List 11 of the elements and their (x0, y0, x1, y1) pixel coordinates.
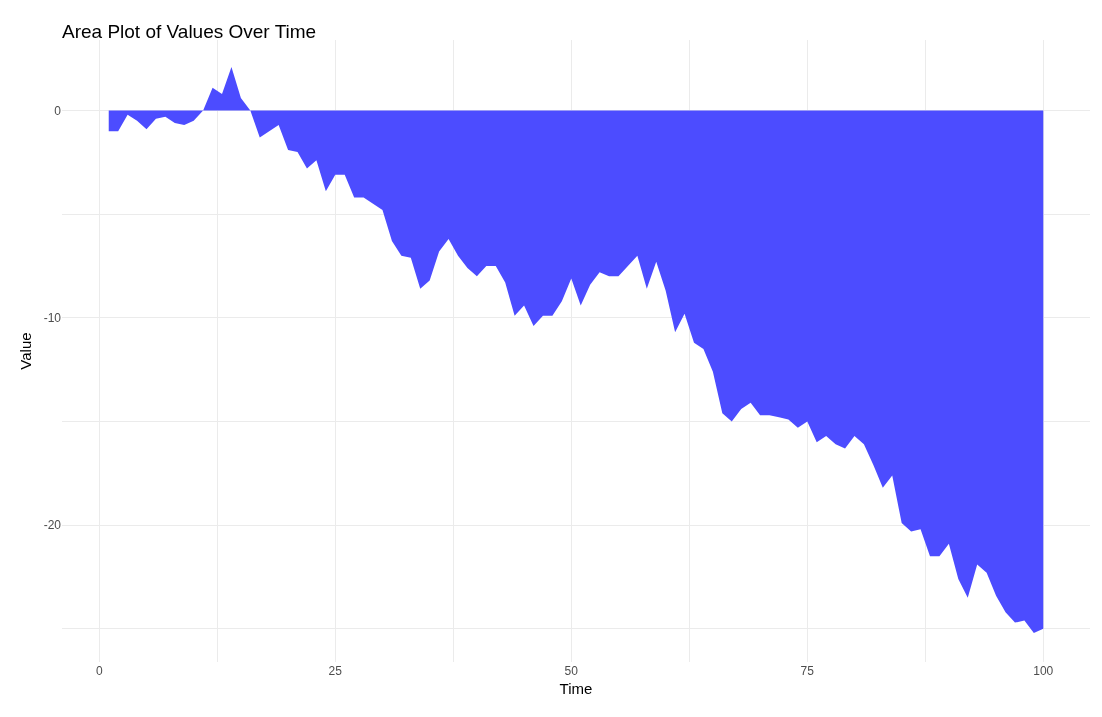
x-tick-label: 25 (328, 664, 343, 678)
y-tick-label: -10 (43, 311, 62, 326)
y-tick-label: 0 (54, 103, 62, 118)
x-tick-label: 0 (95, 664, 103, 678)
x-tick-label: 75 (800, 664, 815, 678)
x-tick-label: 50 (564, 664, 579, 678)
y-axis-title: Value (16, 332, 34, 370)
chart-title: Area Plot of Values Over Time (62, 21, 317, 43)
y-tick-label: -20 (43, 518, 62, 533)
x-tick-label: 100 (1033, 664, 1054, 678)
x-axis-title: Time (559, 680, 593, 697)
